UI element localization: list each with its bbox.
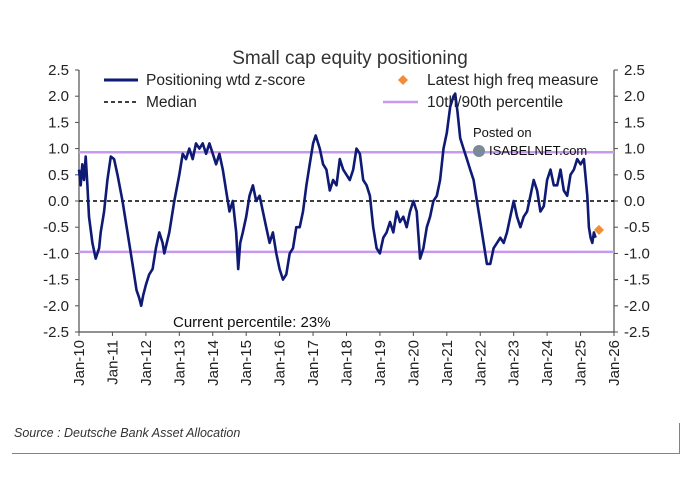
x-tick-label: Jan-10 [71,340,88,386]
legend-latest-swatch [398,75,408,85]
x-tick-label: Jan-19 [372,340,389,386]
legend-latest-label: Latest high freq measure [427,72,598,89]
footer-rule [12,453,680,454]
y-tick-label-right: 1.0 [624,141,645,158]
x-tick-label: Jan-20 [405,340,422,386]
footer-rule-vertical [679,423,680,454]
y-tick-label-right: -1.0 [624,245,650,262]
x-tick-label: Jan-11 [104,340,121,385]
legend-median-label: Median [146,94,197,111]
y-tick-label-left: 1.0 [48,141,69,158]
y-tick-label-left: -2.5 [43,324,69,341]
current-percentile-annotation: Current percentile: 23% [173,314,331,331]
x-tick-label: Jan-16 [272,340,289,386]
x-tick-label: Jan-14 [205,340,222,386]
reference-lines [79,151,614,254]
y-tick-label-left: -2.0 [43,298,69,315]
y-tick-label-left: 2.5 [48,62,69,79]
x-tick-label: Jan-18 [339,340,356,386]
y-tick-label-right: -2.5 [624,324,650,341]
series-layer [77,92,604,308]
y-tick-label-left: -1.5 [43,272,69,289]
y-tick-label-right: -1.5 [624,272,650,289]
y-tick-label-right: 2.5 [624,62,645,79]
chart-title: Small cap equity positioning [232,48,468,69]
y-tick-label-right: 0.0 [624,193,645,210]
x-tick-label: Jan-24 [539,340,556,386]
x-tick-label: Jan-17 [305,340,322,386]
y-tick-label-left: 0.0 [48,193,69,210]
x-tick-label: Jan-12 [138,340,155,386]
x-tick-label: Jan-15 [238,340,255,386]
y-tick-label-right: -0.5 [624,219,650,236]
legend-percentile-label: 10th/90th percentile [427,94,563,111]
y-tick-label-right: 0.5 [624,167,645,184]
x-tick-label: Jan-23 [506,340,523,386]
watermark-logo-icon [473,145,485,157]
y-tick-label-right: -2.0 [624,298,650,315]
x-tick-label: Jan-21 [439,340,456,386]
y-tick-label-left: 2.0 [48,88,69,105]
x-tick-label: Jan-22 [472,340,489,386]
axes: 2.5 2.5 2.0 2.0 1.5 1.5 1.0 1.0 0.5 0.5 0.0 0.0 -0.5… [43,62,650,386]
latest-high-freq-marker [593,224,604,235]
watermark-posted: Posted on [473,125,532,140]
y-tick-label-left: -0.5 [43,219,69,236]
legend-series-label: Positioning wtd z-score [146,72,305,89]
x-tick-label: Jan-25 [573,340,590,386]
y-tick-label-left: 1.5 [48,114,69,131]
y-tick-label-right: 1.5 [624,114,645,131]
y-tick-label-left: -1.0 [43,245,69,262]
source-note: Source : Deutsche Bank Asset Allocation [14,426,241,440]
legend: Positioning wtd z-score Latest high freq… [104,72,598,111]
chart: Small cap equity positioning Positioning… [43,48,650,386]
x-tick-label: Jan-13 [171,340,188,386]
y-tick-label-right: 2.0 [624,88,645,105]
watermark: Posted on ISABELNET.com [473,125,587,158]
series-line-positioning [77,92,597,308]
watermark-site: ISABELNET.com [489,143,587,158]
y-tick-label-left: 0.5 [48,167,69,184]
x-tick-label: Jan-26 [606,340,623,386]
